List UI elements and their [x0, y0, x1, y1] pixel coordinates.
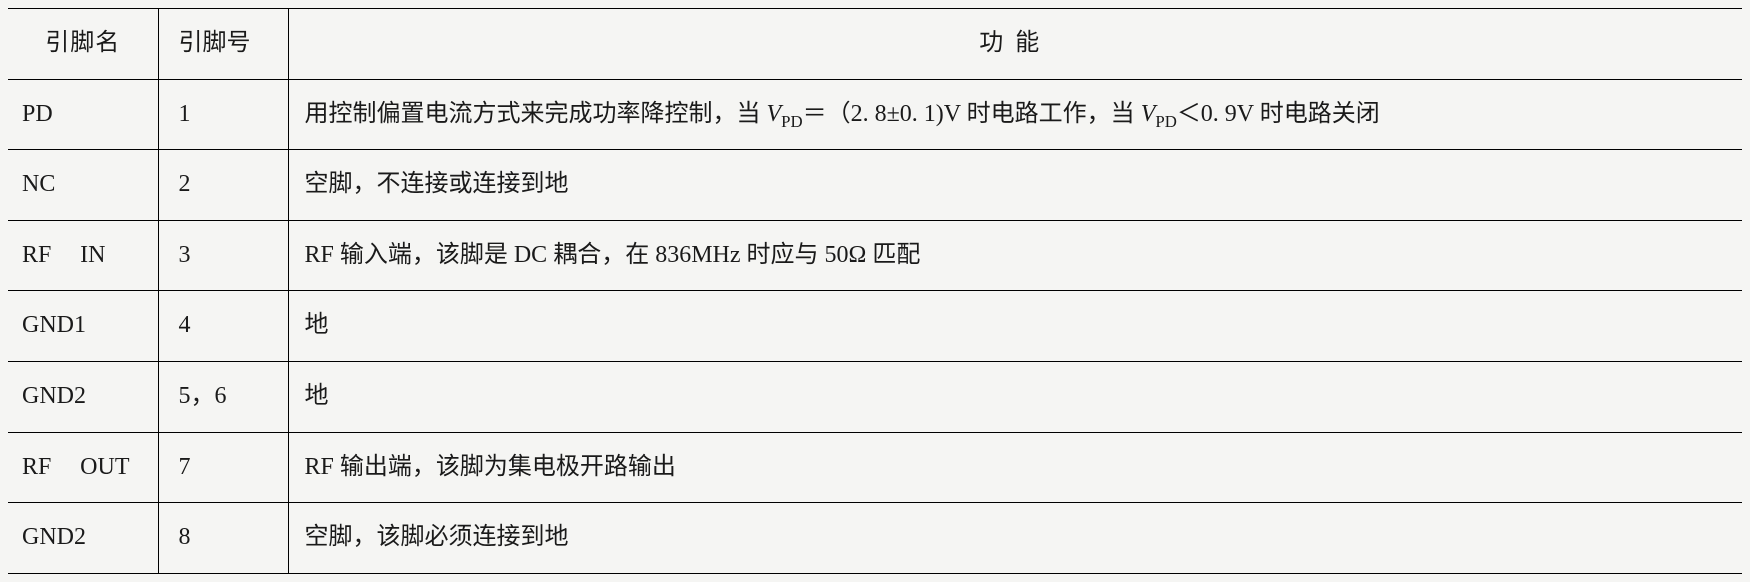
table-row: NC 2 空脚，不连接或连接到地 [8, 150, 1742, 221]
pin-num-cell: 3 [158, 220, 288, 291]
pin-desc-cell: 地 [288, 362, 1742, 433]
pinout-table: 引脚名 引脚号 功能 PD 1 用控制偏置电流方式来完成功率降控制，当 VPD＝… [8, 8, 1742, 574]
pin-desc-cell: RF 输出端，该脚为集电极开路输出 [288, 432, 1742, 503]
pin-num-cell: 5，6 [158, 362, 288, 433]
header-pin-num: 引脚号 [158, 9, 288, 80]
table-row: RFIN 3 RF 输入端，该脚是 DC 耦合，在 836MHz 时应与 50Ω… [8, 220, 1742, 291]
table-row: GND1 4 地 [8, 291, 1742, 362]
table-row: RFOUT 7 RF 输出端，该脚为集电极开路输出 [8, 432, 1742, 503]
header-row: 引脚名 引脚号 功能 [8, 9, 1742, 80]
pin-desc-cell: 空脚，不连接或连接到地 [288, 150, 1742, 221]
pin-num-cell: 4 [158, 291, 288, 362]
header-pin-name: 引脚名 [8, 9, 158, 80]
pin-desc-cell: 用控制偏置电流方式来完成功率降控制，当 VPD＝（2. 8±0. 1)V 时电路… [288, 79, 1742, 150]
header-function: 功能 [288, 9, 1742, 80]
pin-desc-cell: 地 [288, 291, 1742, 362]
pin-name-cell: PD [8, 79, 158, 150]
pin-num-cell: 2 [158, 150, 288, 221]
pin-num-cell: 1 [158, 79, 288, 150]
pin-name-cell: GND2 [8, 503, 158, 574]
pin-desc-cell: RF 输入端，该脚是 DC 耦合，在 836MHz 时应与 50Ω 匹配 [288, 220, 1742, 291]
table-row: PD 1 用控制偏置电流方式来完成功率降控制，当 VPD＝（2. 8±0. 1)… [8, 79, 1742, 150]
table-row: GND2 8 空脚，该脚必须连接到地 [8, 503, 1742, 574]
pin-name-cell: GND1 [8, 291, 158, 362]
pin-num-cell: 8 [158, 503, 288, 574]
pin-name-cell: RFOUT [8, 432, 158, 503]
table-row: GND2 5，6 地 [8, 362, 1742, 433]
pin-name-cell: NC [8, 150, 158, 221]
pin-name-cell: RFIN [8, 220, 158, 291]
pin-desc-cell: 空脚，该脚必须连接到地 [288, 503, 1742, 574]
pin-num-cell: 7 [158, 432, 288, 503]
pin-name-cell: GND2 [8, 362, 158, 433]
